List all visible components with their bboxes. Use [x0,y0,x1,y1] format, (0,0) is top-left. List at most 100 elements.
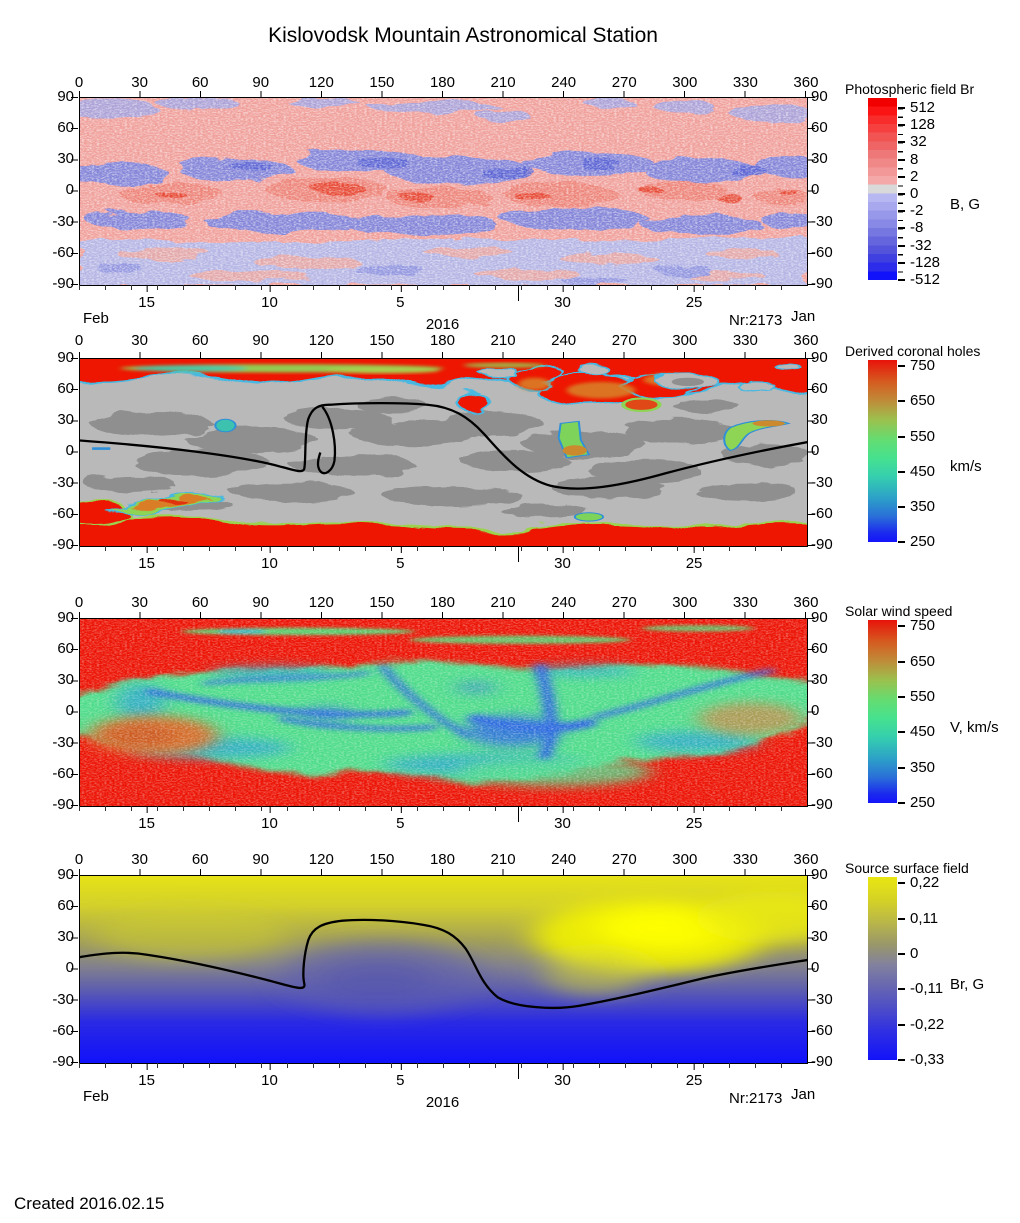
lat-ticks-left [71,358,78,546]
date-tick [518,285,520,301]
source-surface-heatmap [80,876,807,1063]
map-coronal-holes [79,358,808,547]
carrington-rotation-label: Nr:2173 [729,1090,783,1107]
year-label: 2016 [425,316,460,333]
colorbar-unit: V, km/s [950,718,999,736]
colorbar-title-solar-wind: Solar wind speed [845,603,953,619]
date-tick [562,546,564,553]
lat-ticks-right [808,875,815,1063]
date-axis-labels: 15 10 5 30 25 [79,806,806,832]
colorbar-photospheric: 512 128 32 8 2 0 -2 -8 -32 -128 -512 B, G [868,98,1018,288]
colorbar-title-photospheric: Photospheric field Br [845,81,975,97]
lat-axis-labels-right: 90 60 30 0 -30 -60 -90 [811,88,833,292]
date-axis-labels: 15 10 5 30 25 [79,546,806,572]
month-label-jan: Jan [791,1086,816,1103]
lat-ticks-left [71,875,78,1063]
day-ticks [79,1063,806,1068]
date-tick [562,806,564,813]
month-label-feb: Feb [83,310,109,327]
carrington-rotation-label: Nr:2173 [729,312,783,329]
date-tick [146,806,148,813]
neutral-line-hairpin [318,407,335,473]
photospheric-field-heatmap [80,98,807,285]
colorbar-labels: 0,22 0,11 0 -0,11 -0,22 -0,33 [868,875,1018,1068]
lat-axis-labels-left: 90 60 30 0 -30 -60 -90 [52,609,74,813]
lat-ticks-left [71,97,78,285]
colorbar-gradient [868,360,897,542]
lat-axis-labels-left: 90 60 30 0 -30 -60 -90 [52,866,74,1070]
date-tick [562,285,564,292]
colorbar-title-coronal-holes: Derived coronal holes [845,343,981,359]
day-ticks [79,285,806,290]
map-photospheric-field [79,97,808,286]
created-date-label: Created 2016.02.15 [14,1194,165,1213]
lon-axis-ticks [79,352,806,358]
colorbar-source-surface: 0,22 0,11 0 -0,11 -0,22 -0,33 Br, G [868,875,1018,1068]
month-year-row: Feb 2016 Nr:2173 Jan [79,1086,824,1111]
day-ticks [79,806,806,811]
month-label-jan: Jan [791,308,816,325]
colorbar-coronal-holes: 750 650 550 450 350 250 km/s [868,358,1018,550]
date-axis-labels: 15 10 5 30 25 [79,285,806,311]
colorbar-unit: km/s [950,458,982,476]
month-label-feb: Feb [83,1088,109,1105]
date-tick [518,806,520,822]
colorbar-unit: Br, G [950,975,985,993]
lat-ticks-right [808,358,815,546]
lat-axis-labels-right: 90 60 30 0 -30 -60 -90 [811,609,833,813]
page-title: Kislovodsk Mountain Astronomical Station [268,24,658,47]
lat-ticks-right [808,618,815,806]
colorbar-gradient [868,620,897,803]
coronal-holes-heatmap [80,359,807,546]
solar-wind-heatmap [80,619,807,806]
date-tick [400,1063,402,1070]
colorbar-title-source-surface: Source surface field [845,860,969,876]
date-tick [269,546,271,553]
colorbar-solar-wind: 750 650 550 450 350 250 V, km/s [868,618,1018,811]
date-tick [146,546,148,553]
day-ticks [79,546,806,551]
date-tick [400,546,402,553]
date-tick [269,806,271,813]
date-tick [146,285,148,292]
colorbar-labels: 750 650 550 450 350 250 [868,618,1018,811]
lon-axis-ticks [79,612,806,618]
year-label: 2016 [425,1094,460,1111]
lat-ticks-right [808,97,815,285]
neutral-line [80,920,807,1008]
month-year-row: Feb 2016 Nr:2173 Jan [79,308,824,333]
colorbar-gradient [868,877,897,1060]
lon-axis-labels: 0 30 60 90 120 150 180 210 240 270 300 330 360 [74,594,819,611]
date-tick [694,546,696,553]
colorbar-unit: B, G [950,196,981,214]
date-tick [269,285,271,292]
lon-axis-labels: 0 30 60 90 120 150 180 210 240 270 300 330 360 [74,74,819,91]
date-tick [518,1063,520,1079]
lat-axis-labels-left: 90 60 30 0 -30 -60 -90 [52,349,74,553]
lon-axis-ticks [79,869,806,875]
date-tick [694,806,696,813]
date-tick [518,546,520,562]
date-tick [694,1063,696,1070]
lat-axis-labels-right: 90 60 30 0 -30 -60 -90 [811,349,833,553]
date-tick [694,285,696,292]
date-tick [400,806,402,813]
colorbar-labels: 512 128 32 8 2 0 -2 -8 -32 -128 -512 [868,98,1018,288]
lat-axis-labels-left: 90 60 30 0 -30 -60 -90 [52,88,74,292]
date-tick [562,1063,564,1070]
neutral-line [80,403,807,488]
lat-axis-labels-right: 90 60 30 0 -30 -60 -90 [811,866,833,1070]
date-tick [269,1063,271,1070]
map-source-surface-field [79,875,808,1064]
lon-axis-ticks [79,91,806,97]
map-solar-wind-speed [79,618,808,807]
lat-ticks-left [71,618,78,806]
colorbar-gradient [868,98,897,280]
colorbar-labels: 750 650 550 450 350 250 [868,358,1018,550]
lon-axis-labels: 0 30 60 90 120 150 180 210 240 270 300 330 360 [74,851,819,868]
date-axis-labels: 15 10 5 30 25 [79,1063,806,1089]
lon-axis-labels: 0 30 60 90 120 150 180 210 240 270 300 330 360 [74,332,819,349]
date-tick [400,285,402,292]
date-tick [146,1063,148,1070]
